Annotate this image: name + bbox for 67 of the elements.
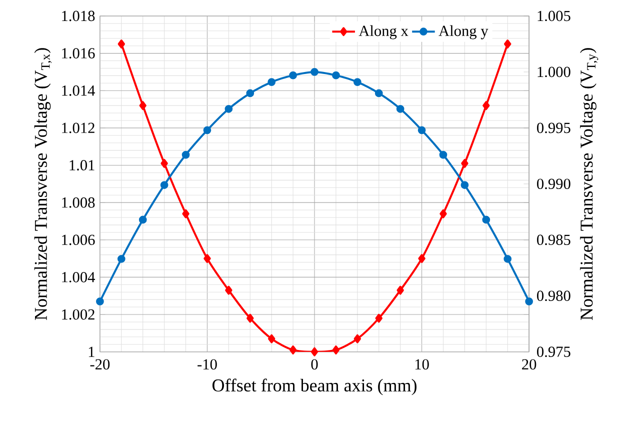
x-tick-label: 10: [415, 359, 429, 370]
point: [160, 159, 168, 168]
point: [332, 346, 340, 355]
y2-tick-label: 1.005: [538, 10, 570, 22]
point: [504, 40, 512, 49]
point: [204, 254, 211, 264]
point: [460, 181, 469, 190]
x-tick-label: -10: [198, 359, 217, 370]
legend-label: Along x: [358, 25, 408, 40]
x-tick-label: -20: [90, 359, 110, 370]
point: [525, 298, 533, 306]
y-tick-label: 1: [88, 346, 94, 357]
y2-axis-title: Normalized Transverse Voltage (V$_{T,y}$): [580, 48, 598, 320]
point: [224, 105, 233, 113]
point: [440, 209, 447, 218]
legend-label: Along y: [438, 25, 488, 40]
point: [354, 334, 362, 344]
point: [332, 72, 340, 80]
point: [439, 150, 448, 159]
point: [182, 209, 190, 218]
point: [160, 181, 168, 190]
point: [268, 78, 276, 86]
point: [289, 346, 297, 355]
y-tick-label: 1.018: [62, 10, 95, 22]
point: [396, 286, 404, 295]
point: [203, 126, 212, 134]
y-tick-label: 1.008: [62, 197, 95, 208]
x-tick-label: 20: [522, 359, 536, 370]
point: [375, 314, 382, 323]
point: [374, 89, 383, 98]
y-tick-label: 1.01: [70, 160, 94, 171]
y-tick-label: 1.014: [62, 86, 95, 96]
point: [461, 159, 468, 168]
y2-tick-label: 1.000: [538, 66, 570, 78]
point: [182, 150, 190, 159]
point: [246, 89, 254, 98]
point: [225, 286, 232, 295]
x-tick-label: 0: [311, 359, 318, 370]
point: [310, 347, 318, 356]
y-tick-label: 1.004: [62, 272, 95, 282]
point: [118, 40, 126, 49]
point: [418, 254, 426, 264]
y-tick-label: 1.012: [62, 122, 94, 134]
y2-tick-label: 0.990: [537, 178, 570, 190]
point: [396, 105, 404, 113]
point: [138, 216, 147, 224]
point: [482, 216, 490, 224]
y2-tick-label: 0.975: [537, 346, 570, 358]
point: [418, 126, 426, 134]
point: [117, 255, 126, 263]
point: [353, 78, 362, 86]
x-axis-title: Offset from beam axis (mm): [212, 378, 416, 396]
point: [310, 68, 318, 76]
point: [504, 255, 512, 263]
y2-tick-label: 0.995: [537, 122, 570, 134]
point: [246, 314, 254, 323]
y2-tick-label: 0.980: [537, 290, 570, 302]
point: [289, 72, 297, 80]
point: [96, 298, 104, 306]
y2-tick-label: 0.985: [537, 234, 570, 246]
y-tick-label: 1.006: [62, 234, 95, 246]
y-tick-label: 1.016: [62, 48, 95, 59]
point: [139, 101, 146, 110]
point: [482, 101, 490, 110]
y-tick-label: 1.002: [62, 309, 94, 320]
y-axis-title: Normalized Transverse Voltage (V$_{T,x}$): [34, 48, 52, 320]
point: [268, 334, 276, 344]
